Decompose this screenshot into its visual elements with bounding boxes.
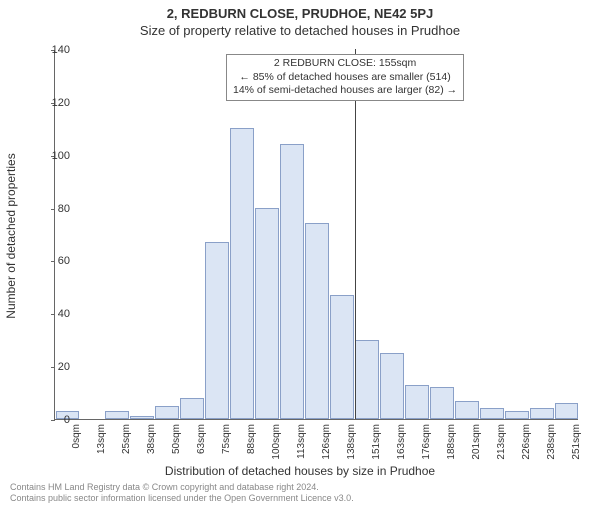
histogram-bar bbox=[405, 385, 429, 419]
x-tick-label: 88sqm bbox=[246, 424, 257, 454]
histogram-bar bbox=[280, 144, 304, 419]
page-title-address: 2, REDBURN CLOSE, PRUDHOE, NE42 5PJ bbox=[0, 6, 600, 21]
annotation-line: 2 REDBURN CLOSE: 155sqm bbox=[233, 57, 457, 71]
x-tick-label: 201sqm bbox=[471, 424, 482, 460]
x-tick-label: 213sqm bbox=[496, 424, 507, 460]
chart-area: 0sqm13sqm25sqm38sqm50sqm63sqm75sqm88sqm1… bbox=[54, 50, 578, 420]
histogram-bar bbox=[480, 408, 504, 419]
histogram-bar bbox=[505, 411, 529, 419]
x-tick-label: 151sqm bbox=[371, 424, 382, 460]
y-tick-label: 60 bbox=[40, 255, 70, 267]
x-tick-label: 176sqm bbox=[421, 424, 432, 460]
x-tick-label: 238sqm bbox=[546, 424, 557, 460]
histogram-bar bbox=[330, 295, 354, 419]
x-tick-label: 63sqm bbox=[196, 424, 207, 454]
annotation-line: ← 85% of detached houses are smaller (51… bbox=[233, 71, 457, 85]
y-tick-label: 40 bbox=[40, 308, 70, 320]
x-tick-label: 0sqm bbox=[71, 424, 82, 448]
histogram-bar bbox=[255, 208, 279, 419]
plot-region: 0sqm13sqm25sqm38sqm50sqm63sqm75sqm88sqm1… bbox=[54, 50, 578, 420]
histogram-bar bbox=[455, 401, 479, 420]
annotation-box: 2 REDBURN CLOSE: 155sqm← 85% of detached… bbox=[226, 54, 464, 101]
histogram-bar bbox=[530, 408, 554, 419]
subject-property-marker bbox=[355, 49, 356, 419]
histogram-bar bbox=[555, 403, 579, 419]
histogram-bar bbox=[130, 416, 154, 419]
histogram-bar bbox=[380, 353, 404, 419]
histogram-bar bbox=[305, 223, 329, 419]
annotation-line: 14% of semi-detached houses are larger (… bbox=[233, 84, 457, 98]
histogram-bar bbox=[105, 411, 129, 419]
x-tick-label: 188sqm bbox=[446, 424, 457, 460]
x-tick-label: 138sqm bbox=[346, 424, 357, 460]
footer-line1: Contains HM Land Registry data © Crown c… bbox=[10, 482, 354, 493]
footer-attribution: Contains HM Land Registry data © Crown c… bbox=[10, 482, 354, 504]
histogram-bar bbox=[155, 406, 179, 419]
x-axis-label: Distribution of detached houses by size … bbox=[0, 464, 600, 478]
x-tick-label: 38sqm bbox=[146, 424, 157, 454]
y-tick-label: 80 bbox=[40, 203, 70, 215]
x-tick-label: 100sqm bbox=[271, 424, 282, 460]
histogram-bar bbox=[205, 242, 229, 419]
y-axis-label: Number of detached properties bbox=[4, 153, 18, 318]
x-tick-label: 126sqm bbox=[321, 424, 332, 460]
histogram-bar bbox=[355, 340, 379, 419]
y-tick-label: 20 bbox=[40, 361, 70, 373]
x-tick-label: 226sqm bbox=[521, 424, 532, 460]
y-tick-label: 140 bbox=[40, 44, 70, 56]
footer-line2: Contains public sector information licen… bbox=[10, 493, 354, 504]
x-tick-label: 25sqm bbox=[121, 424, 132, 454]
y-tick-label: 120 bbox=[40, 97, 70, 109]
page-subtitle: Size of property relative to detached ho… bbox=[0, 23, 600, 38]
histogram-bar bbox=[180, 398, 204, 419]
x-tick-label: 251sqm bbox=[571, 424, 582, 460]
x-tick-label: 113sqm bbox=[296, 424, 307, 459]
y-tick-label: 100 bbox=[40, 150, 70, 162]
y-tick-label: 0 bbox=[40, 414, 70, 426]
x-tick-label: 163sqm bbox=[396, 424, 407, 460]
histogram-bar bbox=[430, 387, 454, 419]
x-tick-label: 75sqm bbox=[221, 424, 232, 454]
histogram-bar bbox=[230, 128, 254, 419]
x-tick-label: 13sqm bbox=[96, 424, 107, 454]
x-tick-label: 50sqm bbox=[171, 424, 182, 454]
